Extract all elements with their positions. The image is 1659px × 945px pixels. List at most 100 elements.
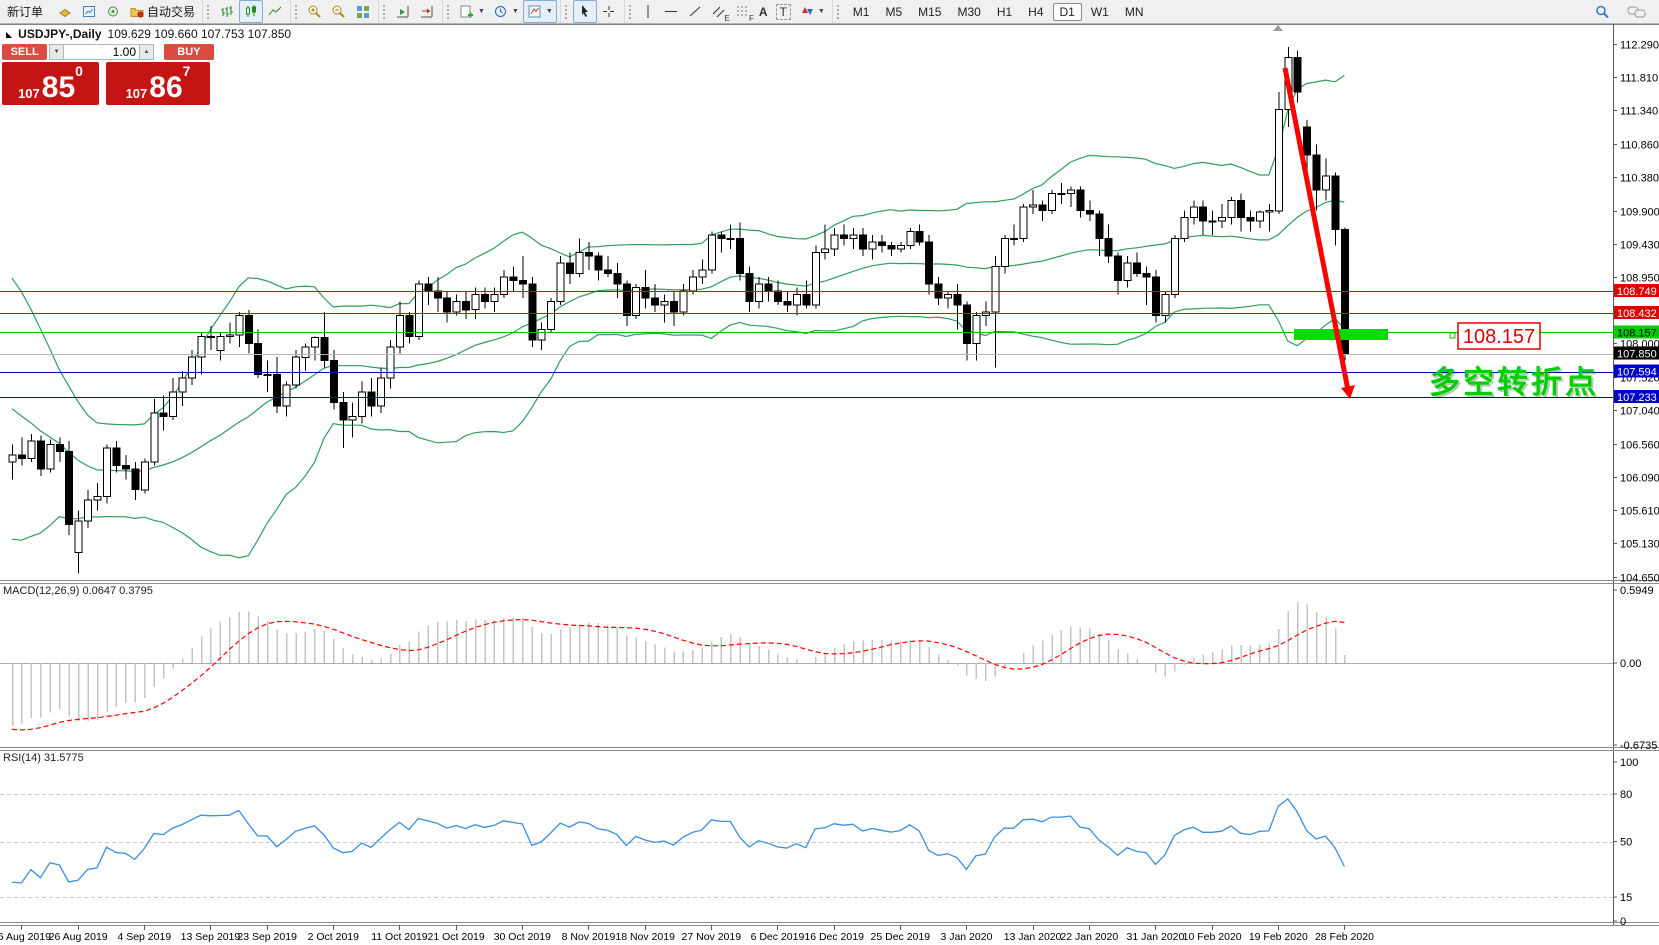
timeframe-m15[interactable]: M15 — [918, 4, 942, 19]
svg-text:80: 80 — [1620, 789, 1632, 801]
fibonacci-glyph: F — [748, 14, 754, 23]
bid-sup-digit: 0 — [75, 63, 83, 79]
rsi-line — [11, 797, 1345, 884]
horizontal-line-tool[interactable] — [659, 0, 683, 23]
svg-text:106.560: 106.560 — [1620, 440, 1659, 452]
svg-text:105.610: 105.610 — [1620, 506, 1659, 518]
svg-text:112.290: 112.290 — [1620, 40, 1659, 52]
down-arrow-annotation[interactable] — [1282, 67, 1351, 391]
market-watch-icon[interactable] — [53, 0, 77, 23]
label-tool-glyph: T — [775, 3, 791, 20]
auto-scroll-icon[interactable] — [391, 0, 415, 23]
ask-price-box[interactable]: 107 86 7 — [106, 62, 210, 105]
chart-shift-icon[interactable] — [415, 0, 439, 23]
svg-text:16 Dec 2019: 16 Dec 2019 — [804, 931, 864, 943]
channel-glyph: E — [724, 14, 730, 23]
buy-button[interactable]: BUY — [163, 44, 214, 60]
volume-increase-button[interactable]: ▲ — [140, 44, 154, 60]
svg-text:109.430: 109.430 — [1620, 240, 1659, 252]
svg-text:21 Oct 2019: 21 Oct 2019 — [428, 931, 485, 943]
navigator-icon[interactable] — [101, 0, 125, 23]
chart-window-icon: ◣ — [6, 29, 13, 39]
rsi-panel[interactable]: 100 80 50 15 0 RSI(14) 31.5775 — [0, 752, 1638, 928]
timeframe-d1[interactable]: D1 — [1052, 2, 1082, 21]
templates-button[interactable]: ▼ — [522, 0, 557, 23]
svg-text:0.5949: 0.5949 — [1620, 585, 1654, 597]
fibonacci-tool[interactable]: F — [731, 0, 755, 23]
line-chart-icon[interactable] — [263, 0, 287, 23]
timeframe-m5[interactable]: M5 — [885, 4, 903, 19]
timeframe-m1[interactable]: M1 — [852, 4, 870, 19]
channel-tool[interactable]: E — [707, 0, 731, 23]
bar-chart-icon[interactable] — [215, 0, 239, 23]
bid-price-box[interactable]: 107 85 0 — [2, 62, 99, 105]
chart-shift-marker[interactable] — [1273, 25, 1283, 31]
autotrading-label: 自动交易 — [147, 5, 196, 19]
timeframe-m30[interactable]: M30 — [957, 4, 981, 19]
timeframe-h1[interactable]: H1 — [996, 4, 1013, 19]
highlight-rectangle[interactable] — [1294, 329, 1388, 340]
svg-text:108.749: 108.749 — [1617, 286, 1657, 298]
candlesticks[interactable] — [8, 46, 1349, 574]
svg-text:109.900: 109.900 — [1620, 207, 1659, 219]
chevron-down-icon: ▼ — [545, 8, 553, 15]
autotrading-button[interactable]: 自动交易 — [125, 0, 199, 23]
tile-windows-icon[interactable] — [351, 0, 375, 23]
svg-text:18 Nov 2019: 18 Nov 2019 — [615, 931, 675, 943]
add-indicator-button[interactable]: ▼ — [455, 0, 489, 23]
timeframe-w1[interactable]: W1 — [1090, 4, 1109, 19]
search-icon[interactable] — [1590, 0, 1615, 23]
chevron-down-icon: ▼ — [817, 8, 825, 15]
rsi-label: RSI(14) 31.5775 — [3, 752, 84, 764]
svg-text:4 Sep 2019: 4 Sep 2019 — [117, 931, 171, 943]
chart-title: ◣ USDJPY-,Daily 109.629 109.660 107.753 … — [6, 27, 291, 41]
chat-icon[interactable] — [1623, 0, 1651, 23]
arrows-tool[interactable]: ▼ — [795, 0, 829, 23]
svg-text:105.130: 105.130 — [1620, 539, 1659, 551]
svg-text:50: 50 — [1620, 837, 1632, 849]
zoom-out-icon[interactable] — [327, 0, 351, 23]
svg-text:25 Dec 2019: 25 Dec 2019 — [871, 931, 931, 943]
svg-text:107.850: 107.850 — [1617, 349, 1657, 361]
one-click-trading-panel: SELL ▼ ▲ BUY 107 85 0 107 86 7 — [2, 44, 214, 105]
volume-decrease-button[interactable]: ▼ — [49, 44, 64, 60]
crosshair-tool-button[interactable] — [597, 0, 621, 23]
timeframe-h4[interactable]: H4 — [1028, 4, 1044, 19]
ohlc-values: 109.629 109.660 107.753 107.850 — [107, 27, 292, 41]
text-label-tool[interactable]: T — [772, 0, 795, 23]
svg-text:3 Jan 2020: 3 Jan 2020 — [940, 931, 992, 943]
text-tool[interactable]: A — [755, 0, 772, 23]
vertical-line-tool[interactable] — [637, 0, 659, 23]
candlestick-chart-icon[interactable] — [239, 0, 264, 23]
symbol-period-label: USDJPY-,Daily — [18, 27, 102, 41]
svg-text:111.340: 111.340 — [1620, 106, 1658, 118]
cursor-tool-button[interactable] — [572, 0, 597, 23]
chevron-down-icon: ▼ — [511, 8, 519, 15]
macd-panel[interactable]: 0.5949 0.00 -0.6735 MACD(12,26,9) 0.0647 0.… — [0, 585, 1657, 752]
price-callout-box[interactable] — [1457, 322, 1541, 350]
volume-input[interactable] — [63, 44, 141, 60]
svg-text:111.810: 111.810 — [1620, 73, 1658, 85]
svg-text:107.040: 107.040 — [1620, 406, 1659, 418]
svg-text:8 Nov 2019: 8 Nov 2019 — [562, 931, 616, 943]
ask-sup-digit: 7 — [182, 63, 191, 79]
timeframe-mn[interactable]: MN — [1124, 4, 1144, 19]
periods-button[interactable]: ▼ — [489, 0, 523, 23]
svg-text:107.233: 107.233 — [1617, 392, 1657, 404]
trendline-tool[interactable] — [683, 0, 707, 23]
zoom-in-icon[interactable] — [303, 0, 327, 23]
macd-signal-line — [11, 618, 1345, 731]
svg-text:13 Sep 2019: 13 Sep 2019 — [181, 931, 241, 943]
bid-big-digits: 85 — [41, 71, 76, 104]
sell-button[interactable]: SELL — [2, 44, 48, 60]
svg-text:108.157: 108.157 — [1463, 326, 1535, 348]
svg-text:2 Oct 2019: 2 Oct 2019 — [308, 931, 360, 943]
price-axis[interactable]: 112.290 111.810 111.340 110.860 110.380 109.9… — [1613, 40, 1659, 585]
data-window-icon[interactable] — [77, 0, 101, 23]
ask-prefix: 107 — [125, 86, 148, 101]
new-order-button[interactable]: 新订单 — [3, 0, 47, 23]
